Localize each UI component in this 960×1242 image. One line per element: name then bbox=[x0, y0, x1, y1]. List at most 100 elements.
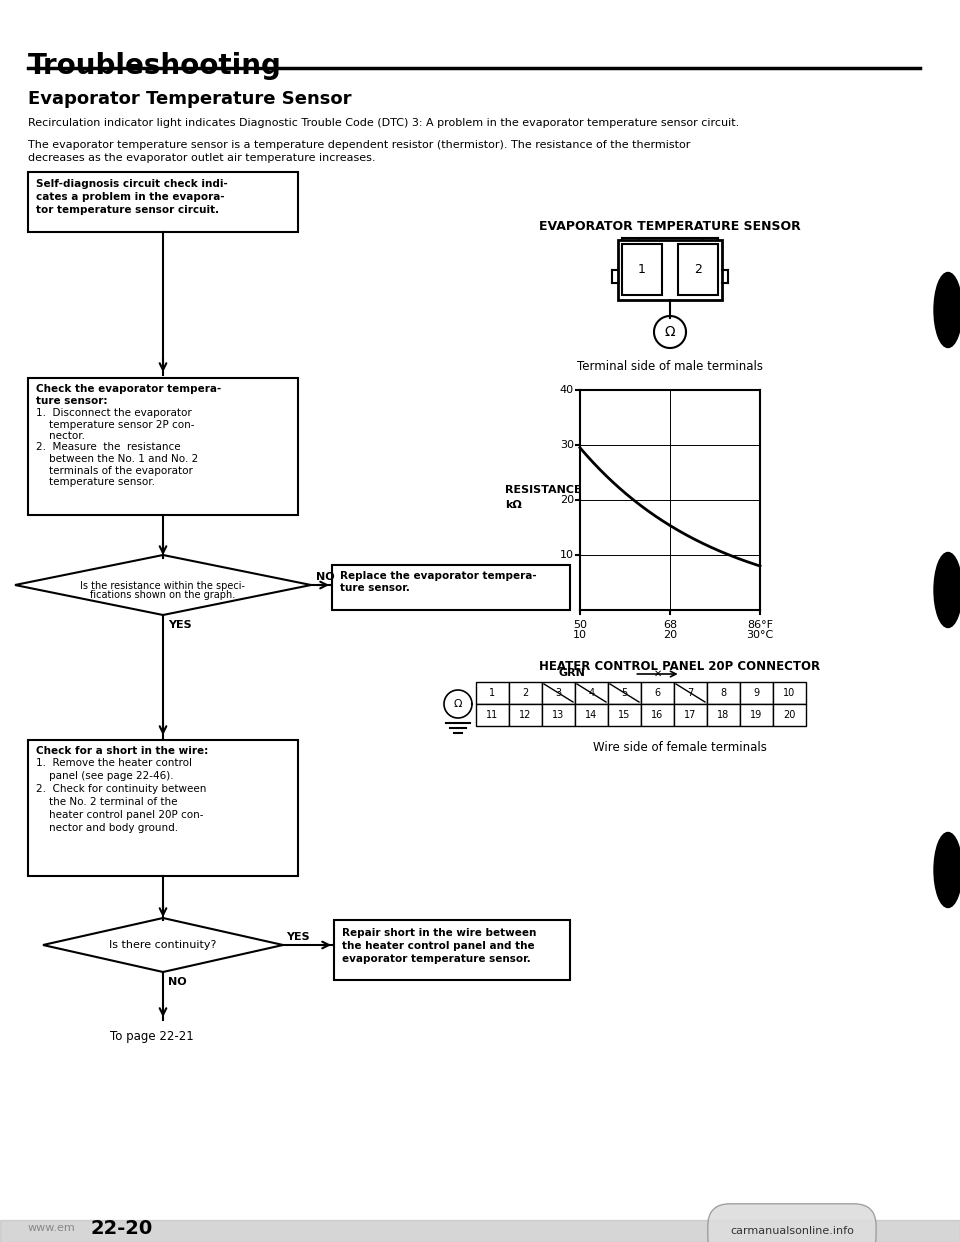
Polygon shape bbox=[43, 918, 283, 972]
Text: RESISTANCE: RESISTANCE bbox=[505, 484, 582, 496]
Text: Is there continuity?: Is there continuity? bbox=[109, 940, 217, 950]
FancyBboxPatch shape bbox=[476, 682, 509, 704]
Text: kΩ: kΩ bbox=[505, 501, 521, 510]
Text: 86°F: 86°F bbox=[747, 620, 773, 630]
Text: ✕: ✕ bbox=[654, 669, 661, 679]
Text: 22-20: 22-20 bbox=[90, 1218, 153, 1237]
FancyBboxPatch shape bbox=[641, 682, 674, 704]
Text: www.em: www.em bbox=[28, 1223, 76, 1233]
Text: 1: 1 bbox=[490, 688, 495, 698]
Ellipse shape bbox=[934, 553, 960, 627]
FancyBboxPatch shape bbox=[334, 920, 570, 980]
FancyBboxPatch shape bbox=[678, 243, 718, 296]
Text: NO: NO bbox=[168, 977, 186, 987]
Text: 19: 19 bbox=[751, 710, 762, 720]
Text: 50: 50 bbox=[573, 620, 587, 630]
FancyBboxPatch shape bbox=[618, 240, 722, 301]
FancyBboxPatch shape bbox=[509, 682, 542, 704]
Text: terminals of the evaporator: terminals of the evaporator bbox=[36, 466, 193, 476]
Text: 17: 17 bbox=[684, 710, 697, 720]
FancyBboxPatch shape bbox=[476, 704, 509, 727]
FancyBboxPatch shape bbox=[773, 704, 806, 727]
Text: 10: 10 bbox=[573, 630, 587, 640]
Text: between the No. 1 and No. 2: between the No. 1 and No. 2 bbox=[36, 455, 199, 465]
FancyBboxPatch shape bbox=[575, 704, 608, 727]
Text: evaporator temperature sensor.: evaporator temperature sensor. bbox=[342, 954, 531, 964]
Text: the heater control panel and the: the heater control panel and the bbox=[342, 941, 535, 951]
Text: Evaporator Temperature Sensor: Evaporator Temperature Sensor bbox=[28, 89, 351, 108]
Text: 18: 18 bbox=[717, 710, 730, 720]
Text: Is the resistance within the speci-: Is the resistance within the speci- bbox=[81, 581, 246, 591]
Text: 8: 8 bbox=[720, 688, 727, 698]
Text: Self-diagnosis circuit check indi-
cates a problem in the evapora-
tor temperatu: Self-diagnosis circuit check indi- cates… bbox=[36, 179, 228, 215]
Text: YES: YES bbox=[286, 932, 310, 941]
Text: HEATER CONTROL PANEL 20P CONNECTOR: HEATER CONTROL PANEL 20P CONNECTOR bbox=[540, 660, 821, 673]
Text: To page 22-21: To page 22-21 bbox=[110, 1030, 194, 1043]
Text: EVAPORATOR TEMPERATURE SENSOR: EVAPORATOR TEMPERATURE SENSOR bbox=[540, 220, 801, 233]
Text: Check for a short in the wire:: Check for a short in the wire: bbox=[36, 746, 208, 756]
Text: Wire side of female terminals: Wire side of female terminals bbox=[593, 741, 767, 754]
Text: 3: 3 bbox=[556, 688, 562, 698]
Text: GRN: GRN bbox=[559, 668, 586, 678]
Text: 10: 10 bbox=[560, 550, 574, 560]
FancyBboxPatch shape bbox=[641, 704, 674, 727]
FancyBboxPatch shape bbox=[28, 171, 298, 232]
Text: 68: 68 bbox=[663, 620, 677, 630]
FancyBboxPatch shape bbox=[608, 682, 641, 704]
Text: 4: 4 bbox=[588, 688, 594, 698]
Text: nector and body ground.: nector and body ground. bbox=[36, 823, 179, 833]
Ellipse shape bbox=[934, 832, 960, 908]
Text: 20: 20 bbox=[663, 630, 677, 640]
Text: 9: 9 bbox=[754, 688, 759, 698]
Text: nector.: nector. bbox=[36, 431, 85, 441]
FancyBboxPatch shape bbox=[674, 704, 707, 727]
FancyBboxPatch shape bbox=[740, 682, 773, 704]
Text: 1.  Remove the heater control: 1. Remove the heater control bbox=[36, 758, 192, 768]
Text: 10: 10 bbox=[783, 688, 796, 698]
Text: ture sensor:: ture sensor: bbox=[36, 396, 108, 406]
FancyBboxPatch shape bbox=[740, 704, 773, 727]
Text: Repair short in the wire between: Repair short in the wire between bbox=[342, 928, 537, 938]
Text: ture sensor.: ture sensor. bbox=[340, 582, 410, 592]
Text: 2: 2 bbox=[694, 263, 702, 276]
Text: 40: 40 bbox=[560, 385, 574, 395]
Text: carmanualsonline.info: carmanualsonline.info bbox=[730, 1226, 853, 1236]
FancyBboxPatch shape bbox=[542, 682, 575, 704]
Text: 1: 1 bbox=[638, 263, 646, 276]
Text: 15: 15 bbox=[618, 710, 631, 720]
Text: heater control panel 20P con-: heater control panel 20P con- bbox=[36, 810, 204, 820]
FancyBboxPatch shape bbox=[707, 682, 740, 704]
Text: 11: 11 bbox=[487, 710, 498, 720]
Text: 2.  Measure  the  resistance: 2. Measure the resistance bbox=[36, 442, 180, 452]
Text: Ω: Ω bbox=[664, 325, 675, 339]
Text: 14: 14 bbox=[586, 710, 598, 720]
FancyBboxPatch shape bbox=[674, 682, 707, 704]
Text: 5: 5 bbox=[621, 688, 628, 698]
FancyBboxPatch shape bbox=[608, 704, 641, 727]
Text: decreases as the evaporator outlet air temperature increases.: decreases as the evaporator outlet air t… bbox=[28, 153, 375, 163]
Text: fications shown on the graph.: fications shown on the graph. bbox=[90, 590, 235, 600]
FancyBboxPatch shape bbox=[707, 704, 740, 727]
Text: Check the evaporator tempera-: Check the evaporator tempera- bbox=[36, 384, 221, 394]
Text: 20: 20 bbox=[783, 710, 796, 720]
Text: 2.  Check for continuity between: 2. Check for continuity between bbox=[36, 784, 206, 794]
Text: 30: 30 bbox=[560, 440, 574, 450]
FancyBboxPatch shape bbox=[28, 740, 298, 876]
Text: temperature sensor 2P con-: temperature sensor 2P con- bbox=[36, 420, 195, 430]
FancyBboxPatch shape bbox=[542, 704, 575, 727]
Text: 6: 6 bbox=[655, 688, 660, 698]
Text: The evaporator temperature sensor is a temperature dependent resistor (thermisto: The evaporator temperature sensor is a t… bbox=[28, 140, 690, 150]
Text: 1.  Disconnect the evaporator: 1. Disconnect the evaporator bbox=[36, 409, 192, 419]
Polygon shape bbox=[15, 555, 311, 615]
Text: Troubleshooting: Troubleshooting bbox=[28, 52, 282, 79]
Text: 30°C: 30°C bbox=[746, 630, 774, 640]
Text: 13: 13 bbox=[552, 710, 564, 720]
Text: 20: 20 bbox=[560, 496, 574, 505]
Text: the No. 2 terminal of the: the No. 2 terminal of the bbox=[36, 797, 178, 807]
FancyBboxPatch shape bbox=[28, 378, 298, 515]
Text: 2: 2 bbox=[522, 688, 529, 698]
FancyBboxPatch shape bbox=[332, 565, 570, 610]
Text: Replace the evaporator tempera-: Replace the evaporator tempera- bbox=[340, 571, 537, 581]
Text: 7: 7 bbox=[687, 688, 694, 698]
Text: 16: 16 bbox=[652, 710, 663, 720]
